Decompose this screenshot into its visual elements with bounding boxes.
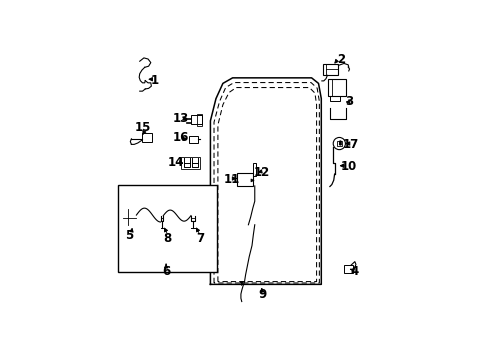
Text: 17: 17: [342, 138, 358, 151]
Bar: [189, 136, 198, 143]
Bar: [323, 64, 338, 75]
Text: 15: 15: [134, 121, 150, 134]
Bar: [329, 96, 340, 101]
Text: 4: 4: [350, 265, 358, 278]
Circle shape: [339, 143, 341, 145]
Text: 2: 2: [336, 53, 344, 66]
Bar: [123, 209, 136, 225]
Bar: [142, 133, 151, 141]
Bar: [191, 115, 201, 124]
Text: 14: 14: [168, 156, 184, 169]
Text: 13: 13: [172, 112, 188, 125]
Bar: [197, 114, 201, 126]
Bar: [253, 163, 256, 176]
Text: 1: 1: [151, 74, 159, 87]
Text: 5: 5: [125, 229, 133, 242]
Text: 7: 7: [196, 232, 204, 245]
Text: 11: 11: [223, 172, 240, 185]
Text: 16: 16: [172, 131, 188, 144]
Text: 12: 12: [253, 166, 269, 179]
Text: 8: 8: [163, 232, 171, 245]
Bar: [181, 157, 200, 169]
Bar: [118, 185, 216, 272]
Bar: [344, 265, 352, 273]
Bar: [327, 79, 345, 96]
Bar: [336, 141, 342, 146]
Text: 6: 6: [162, 265, 170, 278]
Text: 3: 3: [344, 95, 352, 108]
Text: 10: 10: [340, 160, 356, 173]
Text: 9: 9: [258, 288, 266, 301]
Bar: [236, 173, 253, 186]
Circle shape: [339, 141, 341, 143]
